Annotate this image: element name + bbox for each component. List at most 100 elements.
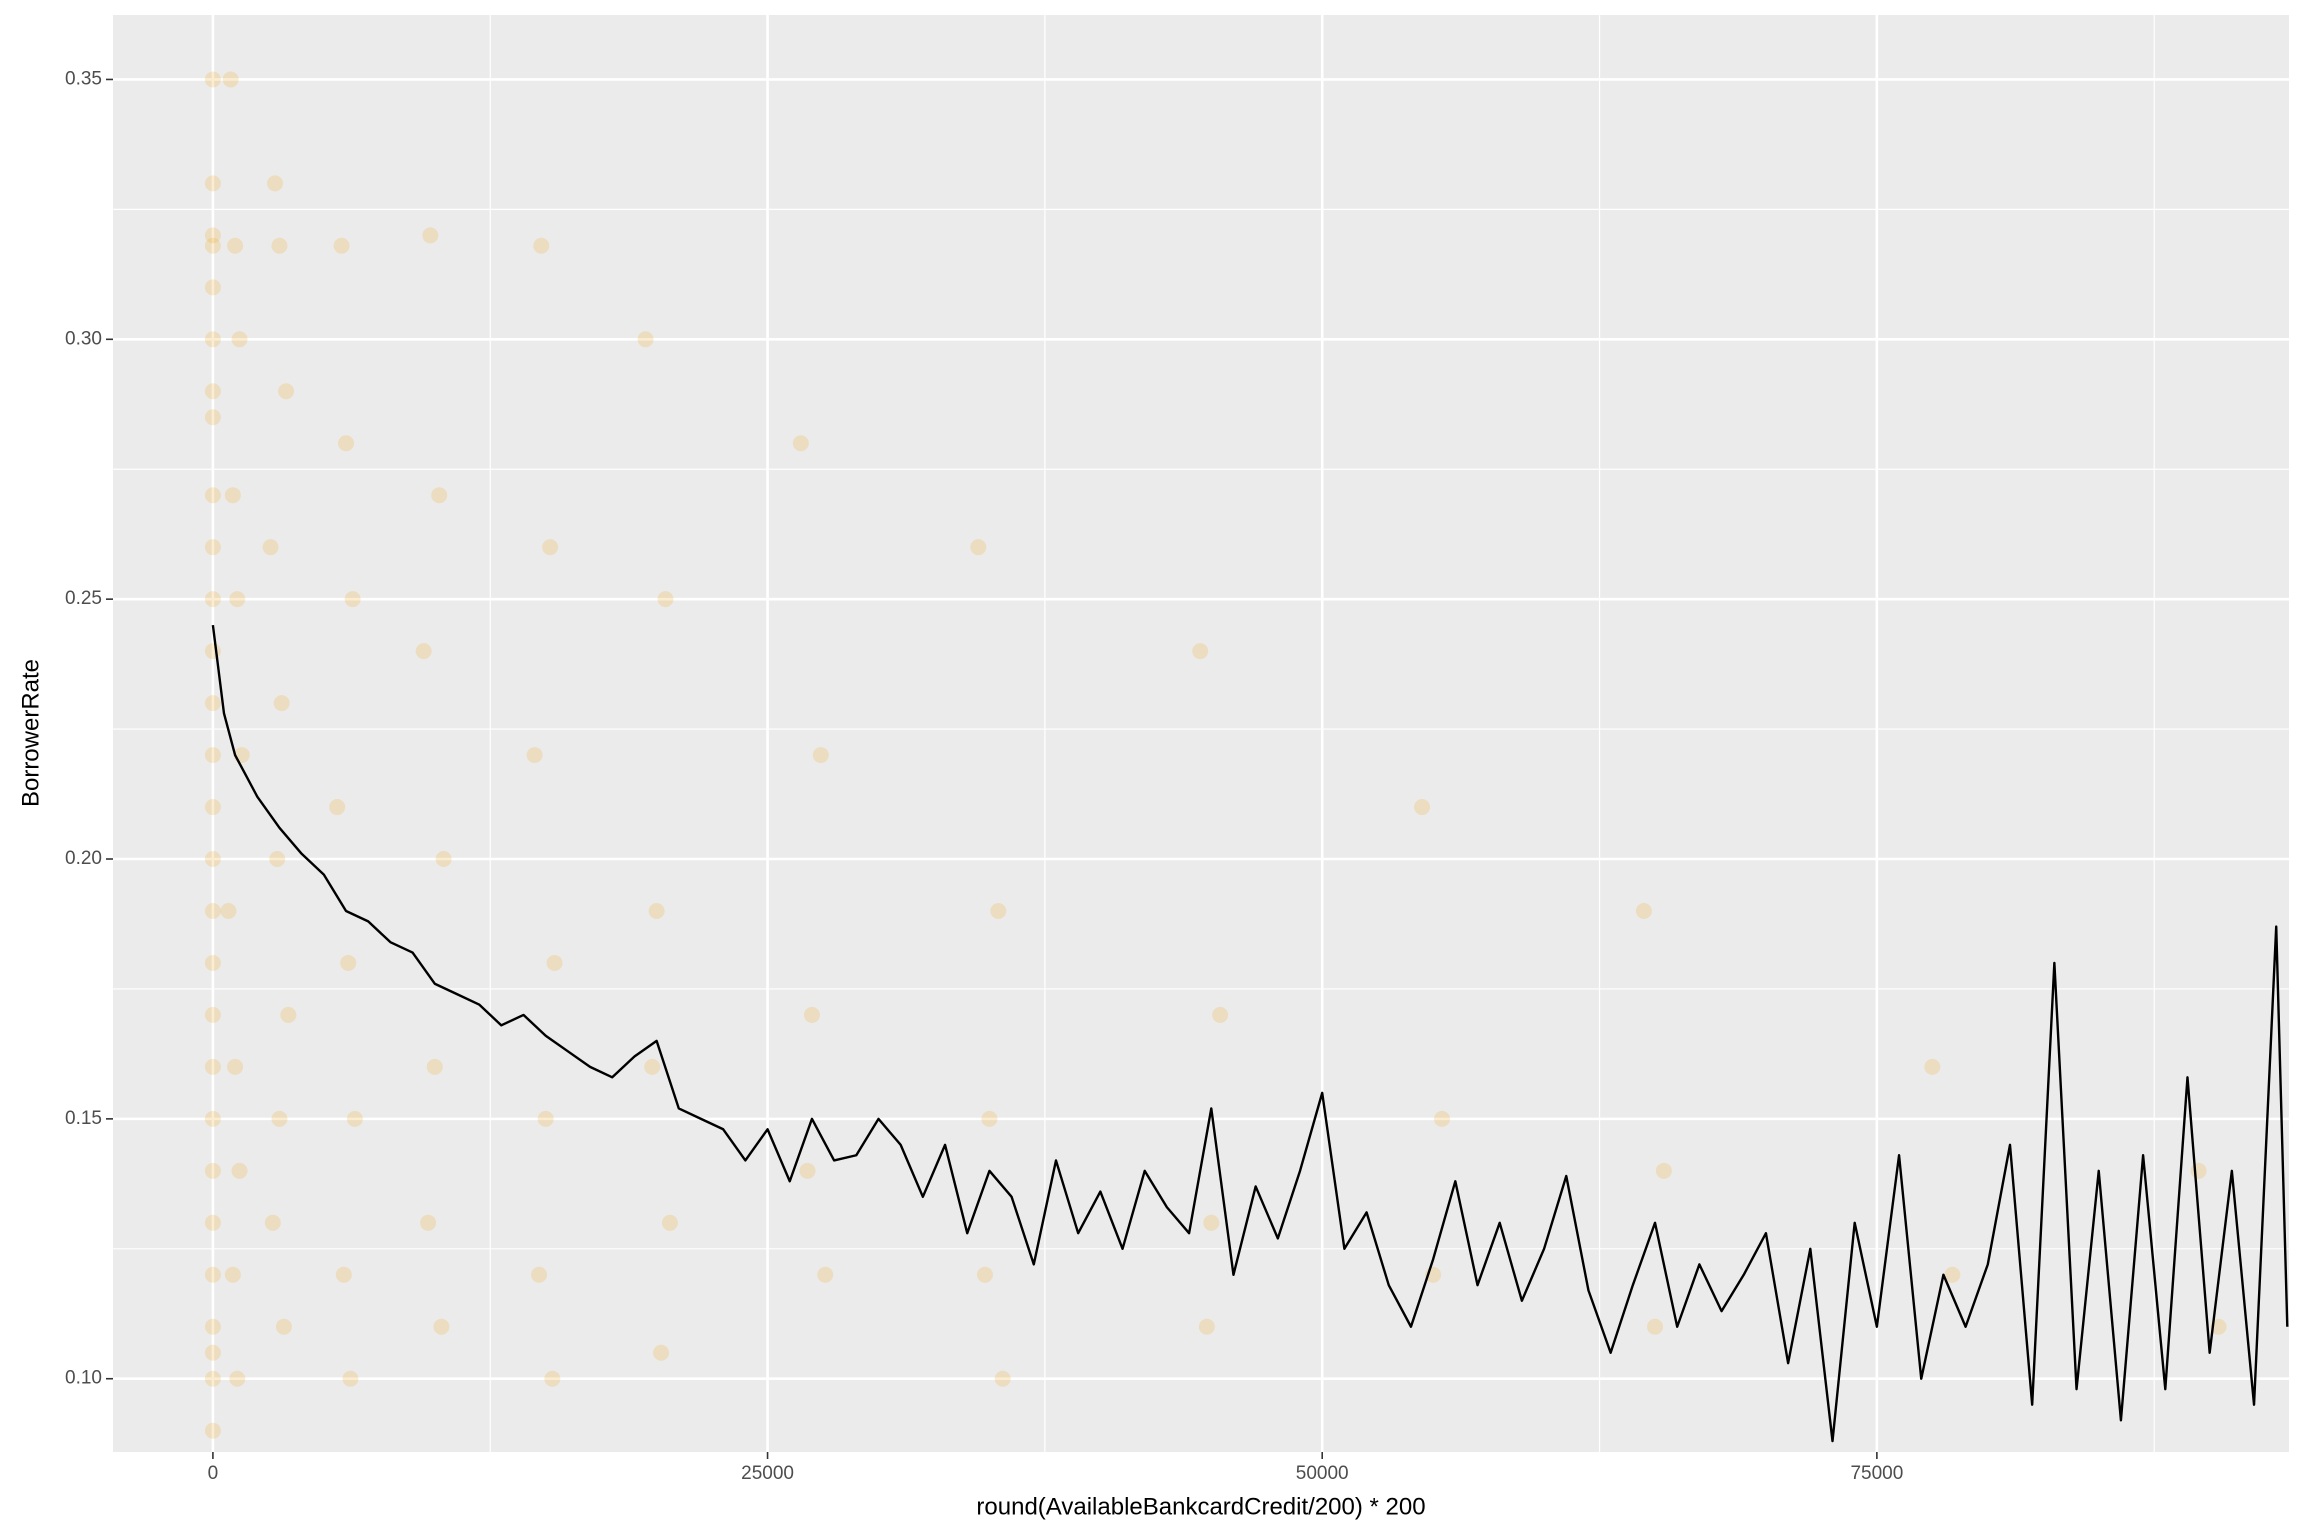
scatter-point (970, 539, 987, 556)
scatter-point (204, 227, 221, 244)
scatter-point (204, 1422, 221, 1439)
scatter-point (329, 799, 346, 816)
scatter-point (976, 1266, 993, 1283)
scatter-point (204, 851, 221, 868)
scatter-point (546, 954, 563, 971)
scatter-point (426, 1058, 443, 1075)
scatter-point (990, 902, 1007, 919)
scatter-point (204, 175, 221, 192)
scatter-point (204, 1370, 221, 1387)
scatter-point (222, 71, 239, 88)
scatter-point (1647, 1318, 1664, 1335)
scatter-point (220, 902, 237, 919)
scatter-point (1655, 1162, 1672, 1179)
scatter-point (229, 591, 246, 608)
scatter-point (431, 487, 448, 504)
scatter-point (981, 1110, 998, 1127)
scatter-point (267, 175, 284, 192)
scatter-point (435, 851, 452, 868)
scatter-point (799, 1162, 816, 1179)
scatter-point (1212, 1006, 1229, 1023)
scatter-point (994, 1370, 1011, 1387)
scatter-point (204, 1006, 221, 1023)
scatter-point (264, 1214, 281, 1231)
scatter-point (648, 902, 665, 919)
scatter-point (204, 643, 221, 660)
scatter-point (204, 902, 221, 919)
scatter-point (224, 1266, 241, 1283)
scatter-point (1414, 799, 1431, 816)
scatter-point (335, 1266, 352, 1283)
x-tick-label: 0 (208, 1463, 219, 1484)
scatter-point (1434, 1110, 1451, 1127)
scatter-point (229, 1370, 246, 1387)
scatter-point (644, 1058, 661, 1075)
data-layer (204, 71, 2289, 1443)
scatter-point (204, 1266, 221, 1283)
scatter-point (204, 1344, 221, 1361)
scatter-point (227, 237, 244, 254)
scatter-point (533, 237, 550, 254)
scatter-point (204, 1058, 221, 1075)
scatter-point (1198, 1318, 1215, 1335)
scatter-point (204, 383, 221, 400)
scatter-point (204, 331, 221, 348)
mean-line (211, 624, 2289, 1443)
scatter-point (544, 1370, 561, 1387)
scatter-point (542, 539, 559, 556)
scatter-point (2210, 1318, 2227, 1335)
scatter-point (344, 591, 361, 608)
scatter-point (415, 643, 432, 660)
scatter-point (653, 1344, 670, 1361)
scatter-point (346, 1110, 363, 1127)
scatter-point (204, 1318, 221, 1335)
scatter-point (526, 747, 543, 764)
scatter-point (280, 1006, 297, 1023)
grid (113, 15, 2289, 1452)
scatter-point (204, 409, 221, 426)
scatter-point (271, 1110, 288, 1127)
scatter-point (817, 1266, 834, 1283)
y-axis-title: BorrowerRate (17, 659, 44, 807)
scatter-point (204, 71, 221, 88)
scatter-point (269, 851, 286, 868)
scatter-point (204, 1162, 221, 1179)
scatter-point (204, 954, 221, 971)
scatter-point (204, 591, 221, 608)
scatter-point (1944, 1266, 1961, 1283)
scatter-point (422, 227, 439, 244)
scatter-point (420, 1214, 437, 1231)
scatter-point (803, 1006, 820, 1023)
scatter-point (333, 237, 350, 254)
scatter-point (1924, 1058, 1941, 1075)
scatter-point (1192, 643, 1209, 660)
x-axis-title: round(AvailableBankcardCredit/200) * 200 (976, 1493, 1425, 1520)
scatter-point (231, 331, 248, 348)
scatter-point (657, 591, 674, 608)
scatter-point (278, 383, 295, 400)
y-tick-label: 0.35 (65, 68, 102, 89)
y-tick-label: 0.25 (65, 588, 102, 609)
scatter-point (275, 1318, 292, 1335)
scatter-point (792, 435, 809, 452)
scatter-point (812, 747, 829, 764)
scatter-point (1635, 902, 1652, 919)
scatter-point (204, 1214, 221, 1231)
scatter-point (537, 1110, 554, 1127)
scatter-point (204, 539, 221, 556)
plot-panel (113, 15, 2289, 1452)
scatter-point (342, 1370, 359, 1387)
y-tick-label: 0.20 (65, 848, 102, 869)
scatter-point (271, 237, 288, 254)
x-tick-label: 75000 (1850, 1463, 1903, 1484)
scatter-point (204, 695, 221, 712)
scatter-point (204, 1110, 221, 1127)
scatter-point (1203, 1214, 1220, 1231)
scatter-point (224, 487, 241, 504)
y-tick-label: 0.15 (65, 1108, 102, 1129)
scatter-point (637, 331, 654, 348)
y-tick-label: 0.10 (65, 1368, 102, 1389)
scatter-point (2190, 1162, 2207, 1179)
y-tick-label: 0.30 (65, 328, 102, 349)
